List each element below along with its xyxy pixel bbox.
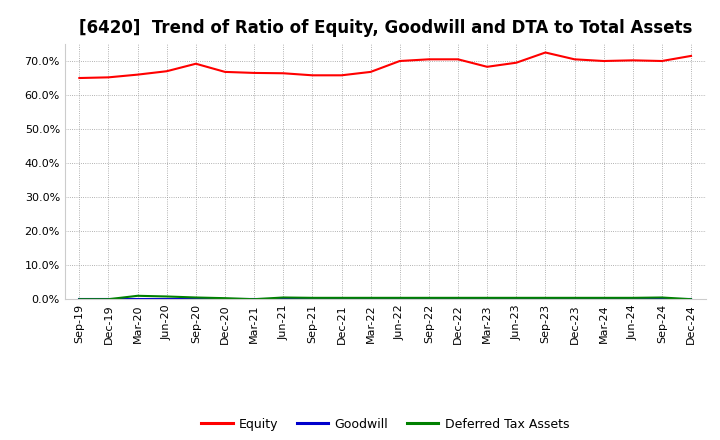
Equity bbox=[541, 50, 550, 55]
Deferred Tax Assets bbox=[483, 295, 492, 301]
Deferred Tax Assets bbox=[220, 296, 229, 301]
Deferred Tax Assets bbox=[279, 295, 287, 300]
Equity bbox=[75, 75, 84, 81]
Equity bbox=[599, 59, 608, 64]
Goodwill bbox=[454, 297, 462, 302]
Equity bbox=[133, 72, 142, 77]
Deferred Tax Assets bbox=[337, 295, 346, 301]
Goodwill bbox=[308, 297, 317, 302]
Title: [6420]  Trend of Ratio of Equity, Goodwill and DTA to Total Assets: [6420] Trend of Ratio of Equity, Goodwil… bbox=[78, 19, 692, 37]
Equity bbox=[220, 69, 229, 74]
Deferred Tax Assets bbox=[133, 293, 142, 298]
Equity bbox=[512, 60, 521, 66]
Equity bbox=[657, 59, 666, 64]
Deferred Tax Assets bbox=[308, 295, 317, 301]
Deferred Tax Assets bbox=[104, 297, 113, 302]
Equity bbox=[337, 73, 346, 78]
Goodwill bbox=[425, 297, 433, 302]
Equity bbox=[192, 61, 200, 66]
Equity bbox=[250, 70, 258, 76]
Deferred Tax Assets bbox=[425, 295, 433, 301]
Deferred Tax Assets bbox=[163, 294, 171, 299]
Deferred Tax Assets bbox=[570, 295, 579, 301]
Goodwill bbox=[133, 297, 142, 302]
Deferred Tax Assets bbox=[687, 297, 696, 302]
Goodwill bbox=[395, 297, 404, 302]
Equity bbox=[454, 57, 462, 62]
Goodwill bbox=[541, 297, 550, 302]
Equity bbox=[104, 75, 113, 80]
Goodwill bbox=[570, 297, 579, 302]
Goodwill bbox=[657, 297, 666, 302]
Equity bbox=[570, 57, 579, 62]
Goodwill bbox=[629, 297, 637, 302]
Equity bbox=[687, 53, 696, 59]
Deferred Tax Assets bbox=[629, 295, 637, 301]
Goodwill bbox=[687, 297, 696, 302]
Deferred Tax Assets bbox=[75, 297, 84, 302]
Deferred Tax Assets bbox=[599, 295, 608, 301]
Equity bbox=[629, 58, 637, 63]
Deferred Tax Assets bbox=[395, 295, 404, 301]
Deferred Tax Assets bbox=[454, 295, 462, 301]
Equity bbox=[163, 69, 171, 74]
Goodwill bbox=[483, 297, 492, 302]
Equity bbox=[425, 57, 433, 62]
Equity bbox=[366, 69, 375, 74]
Goodwill bbox=[599, 297, 608, 302]
Goodwill bbox=[192, 297, 200, 302]
Deferred Tax Assets bbox=[192, 295, 200, 300]
Goodwill bbox=[163, 297, 171, 302]
Goodwill bbox=[75, 297, 84, 302]
Line: Deferred Tax Assets: Deferred Tax Assets bbox=[79, 296, 691, 299]
Goodwill bbox=[279, 297, 287, 302]
Equity bbox=[483, 64, 492, 70]
Goodwill bbox=[250, 297, 258, 302]
Equity bbox=[395, 59, 404, 64]
Deferred Tax Assets bbox=[541, 295, 550, 301]
Goodwill bbox=[366, 297, 375, 302]
Line: Equity: Equity bbox=[79, 52, 691, 78]
Equity bbox=[279, 71, 287, 76]
Deferred Tax Assets bbox=[366, 295, 375, 301]
Deferred Tax Assets bbox=[512, 295, 521, 301]
Deferred Tax Assets bbox=[657, 295, 666, 300]
Equity bbox=[308, 73, 317, 78]
Goodwill bbox=[220, 297, 229, 302]
Goodwill bbox=[512, 297, 521, 302]
Legend: Equity, Goodwill, Deferred Tax Assets: Equity, Goodwill, Deferred Tax Assets bbox=[197, 413, 574, 436]
Deferred Tax Assets bbox=[250, 297, 258, 302]
Goodwill bbox=[104, 297, 113, 302]
Goodwill bbox=[337, 297, 346, 302]
